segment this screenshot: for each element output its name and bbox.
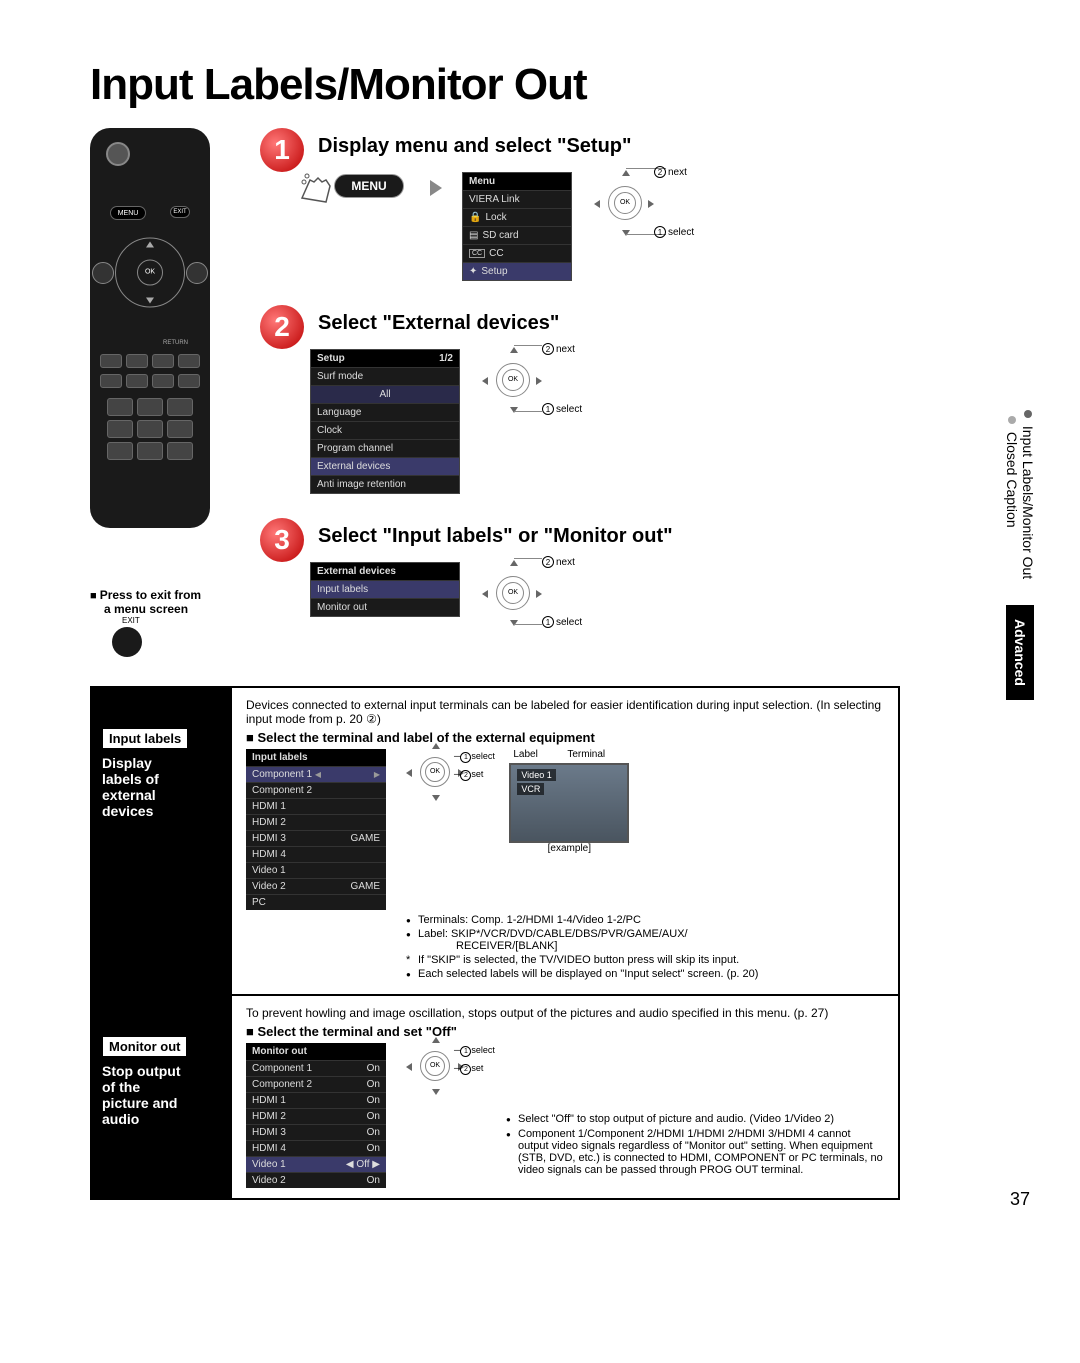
input-bullet-3: If "SKIP" is selected, the TV/VIDEO butt… [406, 954, 884, 966]
exit-button-label: EXIT [122, 616, 240, 625]
step3-onscreen-menu: External devices Input labels Monitor ou… [310, 562, 460, 617]
monitor-out-subhead: Select the terminal and set "Off" [246, 1024, 884, 1039]
exit-button-icon [112, 627, 142, 657]
monitor-out-ok-nav: OK ─1select ─2set [406, 1043, 476, 1113]
sdcard-icon: ▤ [469, 230, 478, 241]
remote-return-label: RETURN [163, 340, 188, 346]
step-1: 1 Display menu and select "Setup" MENU M… [260, 128, 900, 281]
step1-ok-nav: OK 2next 1select [592, 172, 712, 252]
input-bullet-1: Terminals: Comp. 1-2/HDMI 1-4/Video 1-2/… [406, 914, 884, 926]
monitor-out-intro: To prevent howling and image oscillation… [246, 1006, 884, 1020]
input-labels-panel: Input labels Component 1 ◀ ▶Component 2H… [246, 749, 386, 910]
example-caption: [example] [509, 843, 629, 854]
step-2-header: Select "External devices" [318, 312, 559, 335]
input-labels-ok-nav: OK ─1select ─2set [406, 749, 476, 819]
example-terminal-word: Terminal [567, 749, 605, 760]
side-tab-advanced: Advanced [1006, 605, 1034, 700]
setup-icon: ✦ [469, 266, 477, 277]
example-label-word: Label [513, 749, 537, 760]
page-title: Input Labels/Monitor Out [90, 60, 900, 110]
monitor-out-panel: Monitor out Component 1OnComponent 2OnHD… [246, 1043, 386, 1188]
monitor-out-sidebar: Monitor out Stop output of the picture a… [92, 996, 232, 1198]
step-1-number: 1 [260, 128, 304, 172]
input-labels-subhead: Select the terminal and label of the ext… [246, 730, 884, 745]
side-tab-1: Input Labels/Monitor Out Closed Caption [1000, 400, 1040, 589]
side-tabs: Input Labels/Monitor Out Closed Caption … [1000, 400, 1040, 700]
step2-ok-nav: OK 2next 1select [480, 349, 600, 429]
remote-ok-button: OK [137, 260, 163, 286]
input-labels-sidebar: Input labels Display labels of external … [92, 688, 232, 994]
arrow-right-icon [430, 180, 442, 196]
input-bullet-4: Each selected labels will be displayed o… [406, 968, 884, 980]
step1-onscreen-menu: Menu VIERA Link 🔒Lock ▤SD card CCCC ✦Set… [462, 172, 572, 281]
monitor-note-2: Component 1/Component 2/HDMI 1/HDMI 2/HD… [506, 1128, 884, 1176]
monitor-note-1: Select "Off" to stop output of picture a… [506, 1113, 884, 1125]
page-number: 37 [1010, 1189, 1030, 1210]
step-1-header: Display menu and select "Setup" [318, 135, 632, 158]
step-3: 3 Select "Input labels" or "Monitor out"… [260, 518, 900, 642]
step3-ok-nav: OK 2next 1select [480, 562, 600, 642]
step-3-header: Select "Input labels" or "Monitor out" [318, 525, 673, 548]
remote-exit-button: EXIT [170, 206, 190, 218]
step2-onscreen-menu: Setup1/2 Surf mode All Language Clock Pr… [310, 349, 460, 494]
example-image: Video 1 VCR [509, 763, 629, 843]
input-labels-intro: Devices connected to external input term… [246, 698, 884, 726]
step-2-number: 2 [260, 305, 304, 349]
input-bullet-2: Label: SKIP*/VCR/DVD/CABLE/DBS/PVR/GAME/… [406, 928, 884, 952]
remote-illustration: MENU EXIT OK RETURN [90, 128, 210, 528]
exit-note-line1: Press to exit from [90, 588, 240, 602]
exit-note-line2: a menu screen [104, 602, 240, 616]
cc-icon: CC [469, 249, 485, 258]
lock-icon: 🔒 [469, 212, 481, 223]
menu-button-graphic: MENU [334, 174, 404, 198]
step-2: 2 Select "External devices" Setup1/2 Sur… [260, 305, 900, 494]
detail-box: Input labels Display labels of external … [90, 686, 900, 1200]
step-3-number: 3 [260, 518, 304, 562]
remote-menu-button: MENU [110, 206, 146, 220]
